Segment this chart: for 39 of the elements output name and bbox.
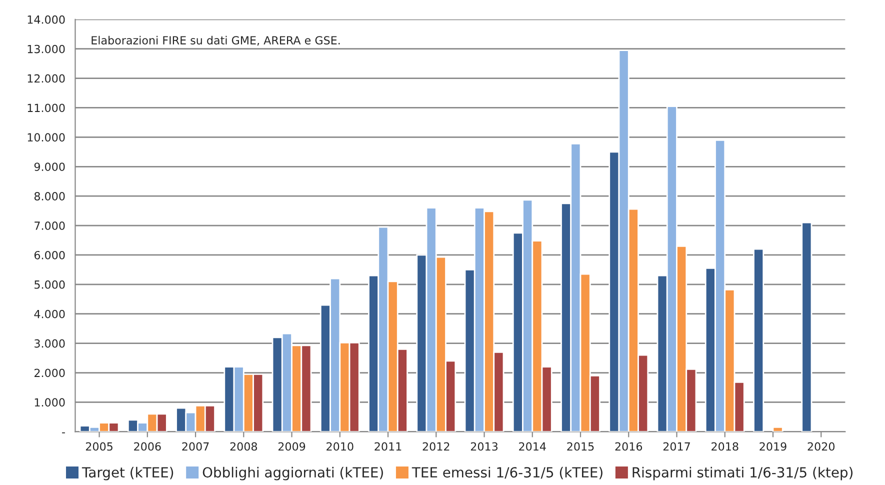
y-tick-label: 12.000 (28, 74, 65, 83)
x-tick-label: 2018 (712, 442, 738, 451)
annotation: Elaborazioni FIRE su dati GME, ARERA e GSE. (92, 36, 340, 46)
y-tick-label: 11.000 (28, 104, 65, 112)
y-tick-label: 1.000 (34, 398, 65, 407)
legend-label: Obblighi aggiornati (kTEE) (202, 466, 383, 480)
bar (772, 426, 784, 432)
legend-label: TEE emessi 1/6-31/5 (kTEE) (412, 466, 602, 480)
bar (801, 222, 812, 432)
legend-label: Target (kTEE) (82, 466, 174, 480)
x-tick-label: 2005 (86, 442, 112, 451)
x-tick-label: 2012 (422, 442, 450, 451)
y-tick-label: - (62, 432, 65, 434)
y-tick-label: 10.000 (28, 133, 65, 142)
y-tick-label: 9.000 (34, 162, 65, 172)
x-tick-label: 2013 (470, 442, 498, 451)
x-tick-label: 2010 (326, 442, 354, 451)
y-tick-label: 6.000 (34, 250, 65, 260)
x-tick-label: 2007 (182, 442, 209, 451)
x-tick-label: 2020 (808, 442, 835, 451)
legend-label: Risparmi stimati 1/6-31/5 (ktep) (632, 466, 853, 480)
x-tick-label: 2019 (760, 442, 786, 451)
y-tick-label: 14.000 (28, 15, 65, 24)
x-tick-label: 2015 (567, 442, 594, 451)
y-tick-label: 5.000 (34, 280, 65, 289)
x-tick-label: 2017 (663, 442, 690, 451)
y-tick-label: 4.000 (34, 310, 65, 318)
y-tick-label: 7.000 (34, 222, 65, 230)
y-tick-label: 8.000 (34, 192, 65, 200)
bar (753, 248, 764, 432)
x-tick-label: 2011 (374, 442, 402, 451)
x-tick-label: 2008 (230, 442, 258, 451)
y-tick-label: 13.000 (28, 44, 65, 54)
y-tick-label: 2.000 (34, 368, 65, 378)
x-tick-label: 2009 (278, 442, 306, 451)
x-tick-label: 2006 (134, 442, 161, 451)
y-tick-label: 3.000 (34, 339, 65, 348)
x-tick-label: 2016 (615, 442, 642, 451)
x-tick-label: 2014 (519, 442, 546, 451)
